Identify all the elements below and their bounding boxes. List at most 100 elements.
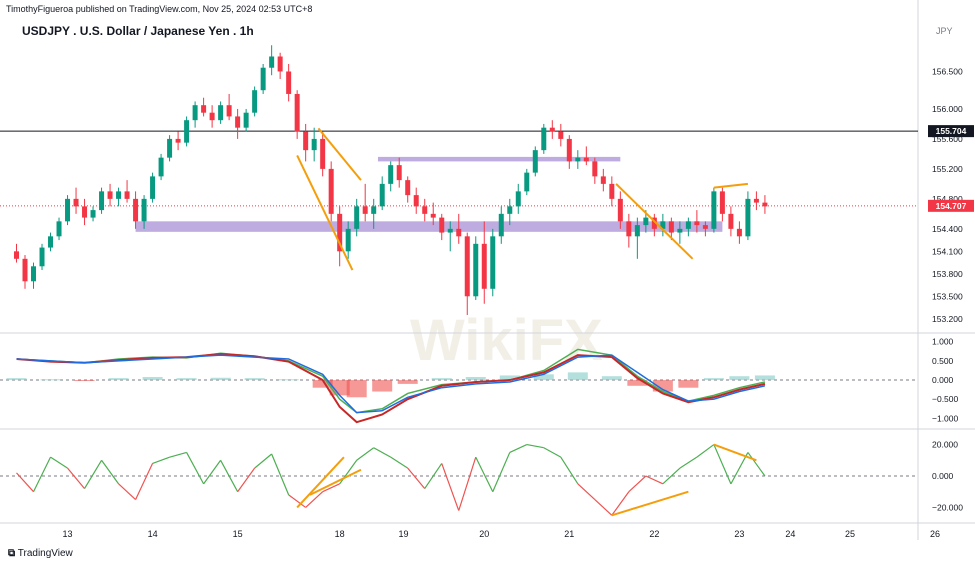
momentum-trend-line (611, 490, 689, 517)
momentum-y-tick-label: 0.000 (932, 471, 954, 481)
candle-up (507, 206, 513, 214)
momentum-segment (254, 453, 273, 469)
candle-down (226, 105, 232, 117)
candle-up (48, 236, 54, 248)
candle-down (405, 180, 411, 196)
oscillator-histogram-bar (142, 376, 163, 381)
price-trend-line (296, 154, 354, 271)
momentum-segment (220, 460, 239, 492)
oscillator-histogram-bar (372, 380, 393, 392)
candle-up (167, 138, 173, 158)
candle-down (73, 198, 79, 207)
candle-down (617, 198, 623, 222)
candle-down (133, 198, 139, 222)
candle-down (736, 228, 742, 237)
oscillator-histogram-bar (703, 378, 724, 381)
price-trend-line (317, 127, 362, 181)
price-y-tick-label: 153.500 (932, 291, 963, 301)
oscillator-histogram-bar (567, 372, 588, 381)
momentum-segment (339, 459, 358, 485)
brand-mark: ⧉ (8, 548, 16, 559)
candle-down (294, 93, 300, 132)
momentum-trend-line (713, 443, 757, 462)
candle-up (99, 191, 105, 211)
oscillator-y-tick-label: −0.500 (932, 394, 959, 404)
candle-down (668, 221, 674, 233)
candle-down (481, 243, 487, 289)
momentum-segment (237, 467, 256, 493)
candle-up (447, 228, 453, 233)
candle-down (600, 176, 606, 184)
price-trend-line (713, 182, 749, 189)
candle-down (694, 221, 700, 226)
momentum-segment (67, 467, 86, 489)
oscillator-histogram-bar (346, 380, 367, 398)
candle-up (150, 176, 156, 199)
x-tick-label: 21 (564, 529, 574, 539)
candle-down (609, 183, 615, 199)
momentum-segment (186, 452, 205, 485)
tradingview-brand[interactable]: ⧉ TradingView (8, 548, 73, 559)
x-tick-label: 23 (734, 529, 744, 539)
candle-up (677, 228, 683, 233)
candle-down (728, 213, 734, 229)
candle-down (209, 112, 215, 121)
candle-down (719, 191, 725, 214)
candle-down (320, 138, 326, 169)
momentum-segment (594, 499, 613, 516)
candle-down (22, 258, 28, 282)
candle-up (252, 90, 258, 113)
candle-up (515, 191, 521, 207)
candle-down (396, 165, 402, 181)
candle-up (660, 221, 666, 229)
x-tick-label: 26 (930, 529, 940, 539)
candle-down (651, 217, 657, 229)
momentum-segment (16, 472, 34, 493)
momentum-segment (475, 456, 494, 492)
oscillator-histogram-bar (627, 380, 648, 386)
candle-down (14, 251, 20, 259)
support-resistance-zone (135, 221, 723, 232)
momentum-segment (373, 447, 392, 458)
momentum-segment (611, 491, 630, 516)
x-tick-label: 25 (845, 529, 855, 539)
oscillator-histogram-bar (244, 378, 265, 381)
candle-up (345, 228, 351, 252)
momentum-segment (747, 452, 766, 477)
oscillator-y-tick-label: 1.000 (932, 337, 954, 347)
momentum-trend-line (296, 456, 345, 509)
symbol-title[interactable]: USDJPY . U.S. Dollar / Japanese Yen . 1h (22, 24, 254, 38)
momentum-segment (101, 459, 120, 485)
last-price-tag (928, 199, 974, 212)
price-y-tick-label: 154.800 (932, 194, 963, 204)
candle-down (456, 228, 462, 237)
currency-label: JPY (936, 26, 953, 36)
x-tick-label: 24 (785, 529, 795, 539)
momentum-segment (305, 491, 324, 508)
oscillator-histogram-bar (431, 378, 452, 381)
candle-up (56, 221, 62, 237)
candle-up (498, 213, 504, 237)
candle-down (626, 221, 632, 237)
candle-up (39, 247, 45, 267)
momentum-segment (628, 475, 647, 493)
x-tick-label: 15 (233, 529, 243, 539)
last-price-label: 154.707 (936, 201, 967, 211)
candle-up (141, 198, 147, 222)
momentum-segment (526, 443, 544, 449)
momentum-segment (288, 494, 307, 508)
x-tick-label: 14 (148, 529, 158, 539)
candle-down (235, 116, 241, 128)
candle-up (218, 105, 224, 121)
candle-down (286, 71, 292, 94)
oscillator-histogram-bar (278, 379, 299, 381)
oscillator-histogram-bar (601, 376, 622, 381)
price-y-tick-label: 153.200 (932, 314, 963, 324)
candle-up (158, 157, 164, 177)
candle-down (702, 225, 708, 229)
support-resistance-zone (377, 156, 621, 162)
price-y-tick-label: 154.100 (932, 246, 963, 256)
momentum-segment (441, 463, 460, 511)
candle-down (549, 127, 555, 132)
